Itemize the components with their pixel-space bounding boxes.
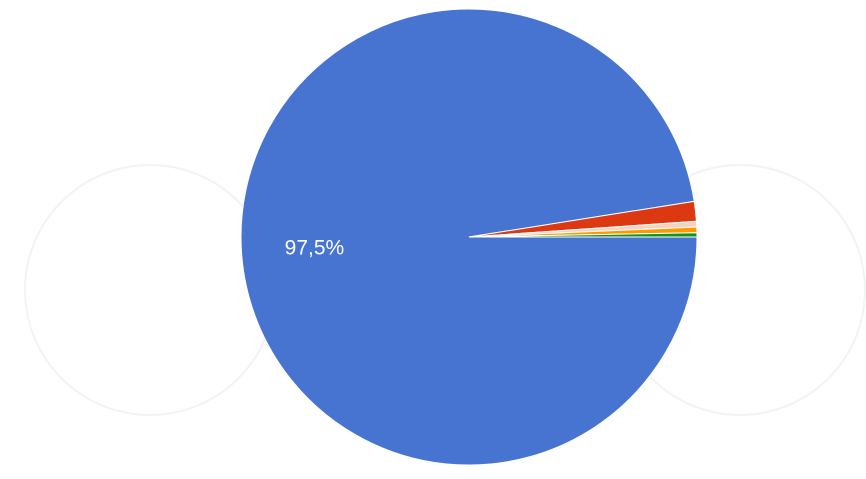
data-label: 97,5%: [285, 237, 345, 260]
pie-slice: [468, 232, 698, 238]
